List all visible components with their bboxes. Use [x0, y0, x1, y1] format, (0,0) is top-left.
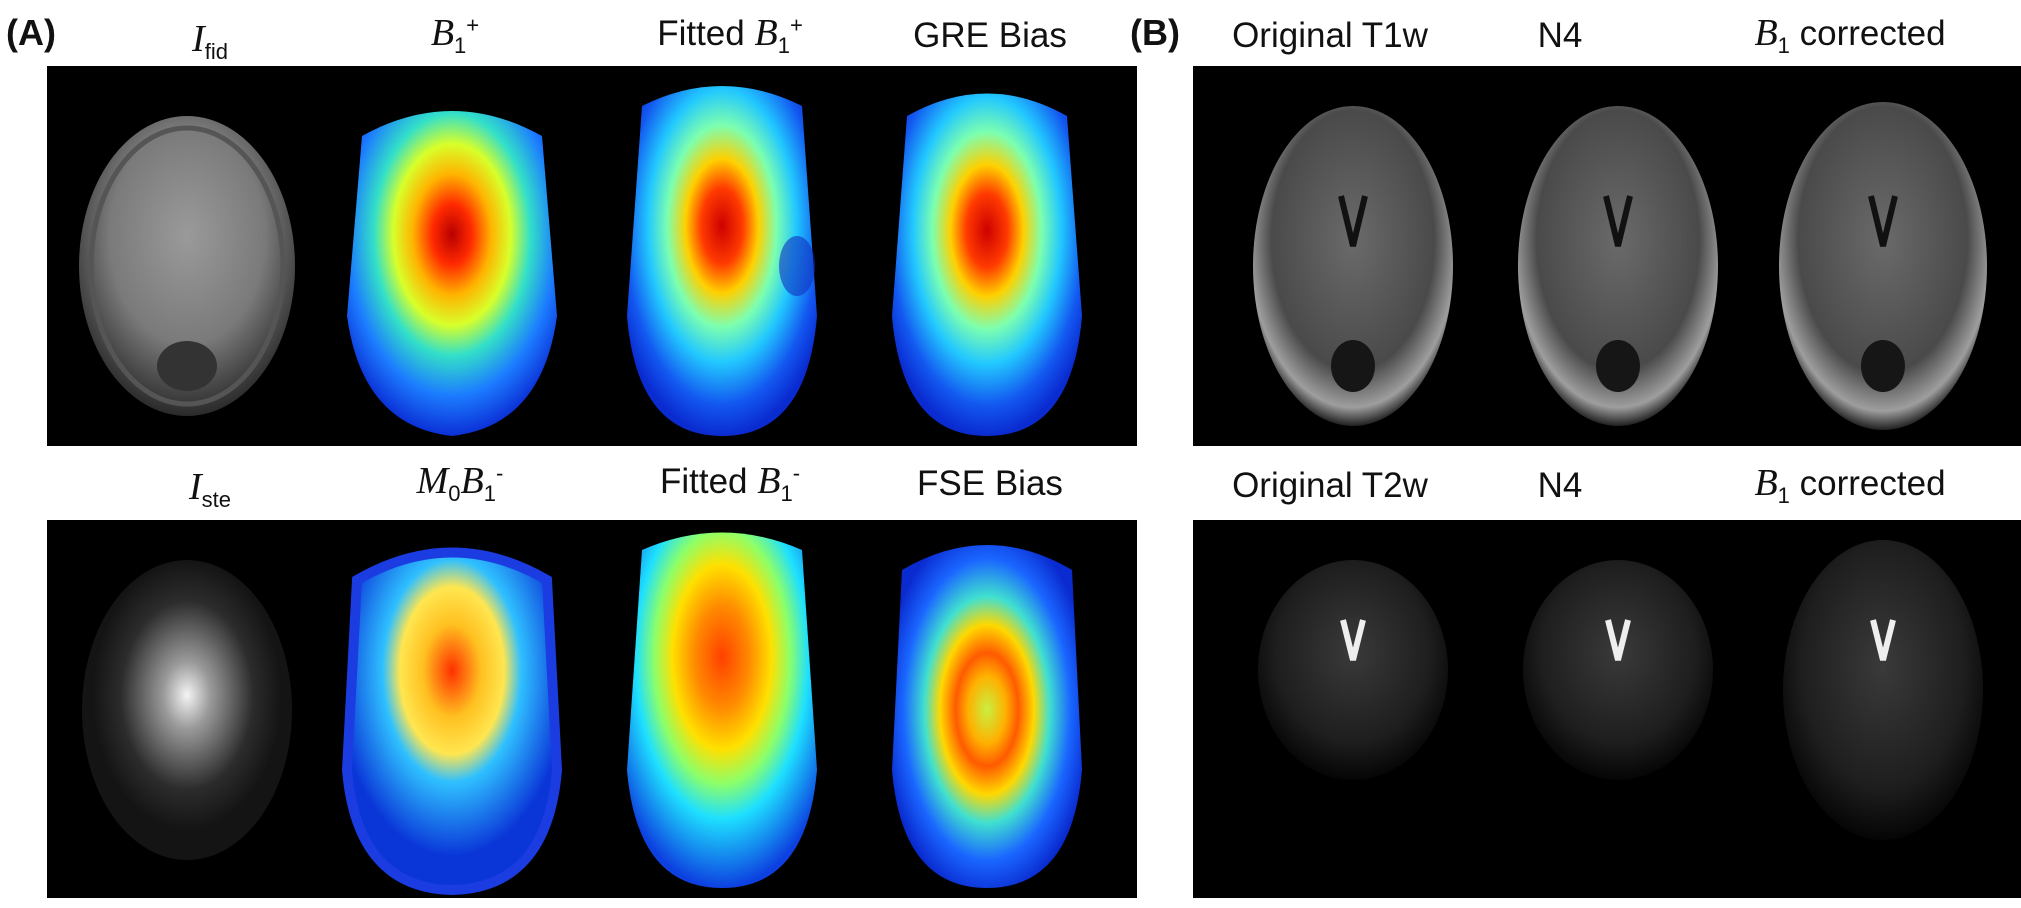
- image-original-t1w: [1233, 66, 1473, 446]
- label-i-ste: Iste: [188, 466, 231, 512]
- label-b1-corrected-t1: B1 corrected: [1754, 12, 1946, 58]
- label-n4-t2: N4: [1537, 466, 1583, 505]
- image-gre-bias: [867, 66, 1107, 446]
- panel-b-row2-strip: [1193, 520, 2021, 898]
- label-b1-corrected-t2: B1 corrected: [1754, 462, 1946, 508]
- image-m0-b1-minus: [332, 520, 572, 898]
- image-fse-bias: [867, 520, 1107, 898]
- panel-a-row1-strip: [47, 66, 1137, 446]
- label-i-fid: Ifid: [192, 18, 228, 64]
- label-m0-b1-minus: M0B1-: [416, 460, 504, 506]
- image-b1-corrected-t1: [1763, 66, 2003, 446]
- label-fitted-b1-minus: Fitted B1-: [659, 460, 801, 506]
- label-original-t1w: Original T1w: [1232, 16, 1428, 55]
- image-fitted-b1-plus: [602, 66, 842, 446]
- panel-a-letter: (A): [6, 12, 56, 53]
- image-n4-t1: [1498, 66, 1738, 446]
- image-n4-t2: [1498, 520, 1738, 898]
- image-original-t2w: [1233, 520, 1473, 898]
- panel-a-row2-strip: [47, 520, 1137, 898]
- label-gre-bias: GRE Bias: [913, 16, 1067, 55]
- panel-b-letter: (B): [1130, 12, 1180, 53]
- label-original-t2w: Original T2w: [1232, 466, 1428, 505]
- label-fitted-b1-plus: Fitted B1+: [657, 12, 803, 58]
- panel-b-row1-strip: [1193, 66, 2021, 446]
- image-fitted-b1-minus: [602, 520, 842, 898]
- label-b1-plus: B1+: [430, 12, 480, 58]
- image-i-ste: [67, 520, 307, 898]
- label-n4-t1: N4: [1537, 16, 1583, 55]
- image-i-fid: [67, 66, 307, 446]
- image-b1-corrected-t2: [1763, 520, 2003, 898]
- label-fse-bias: FSE Bias: [917, 464, 1063, 503]
- image-b1-plus-map: [332, 66, 572, 446]
